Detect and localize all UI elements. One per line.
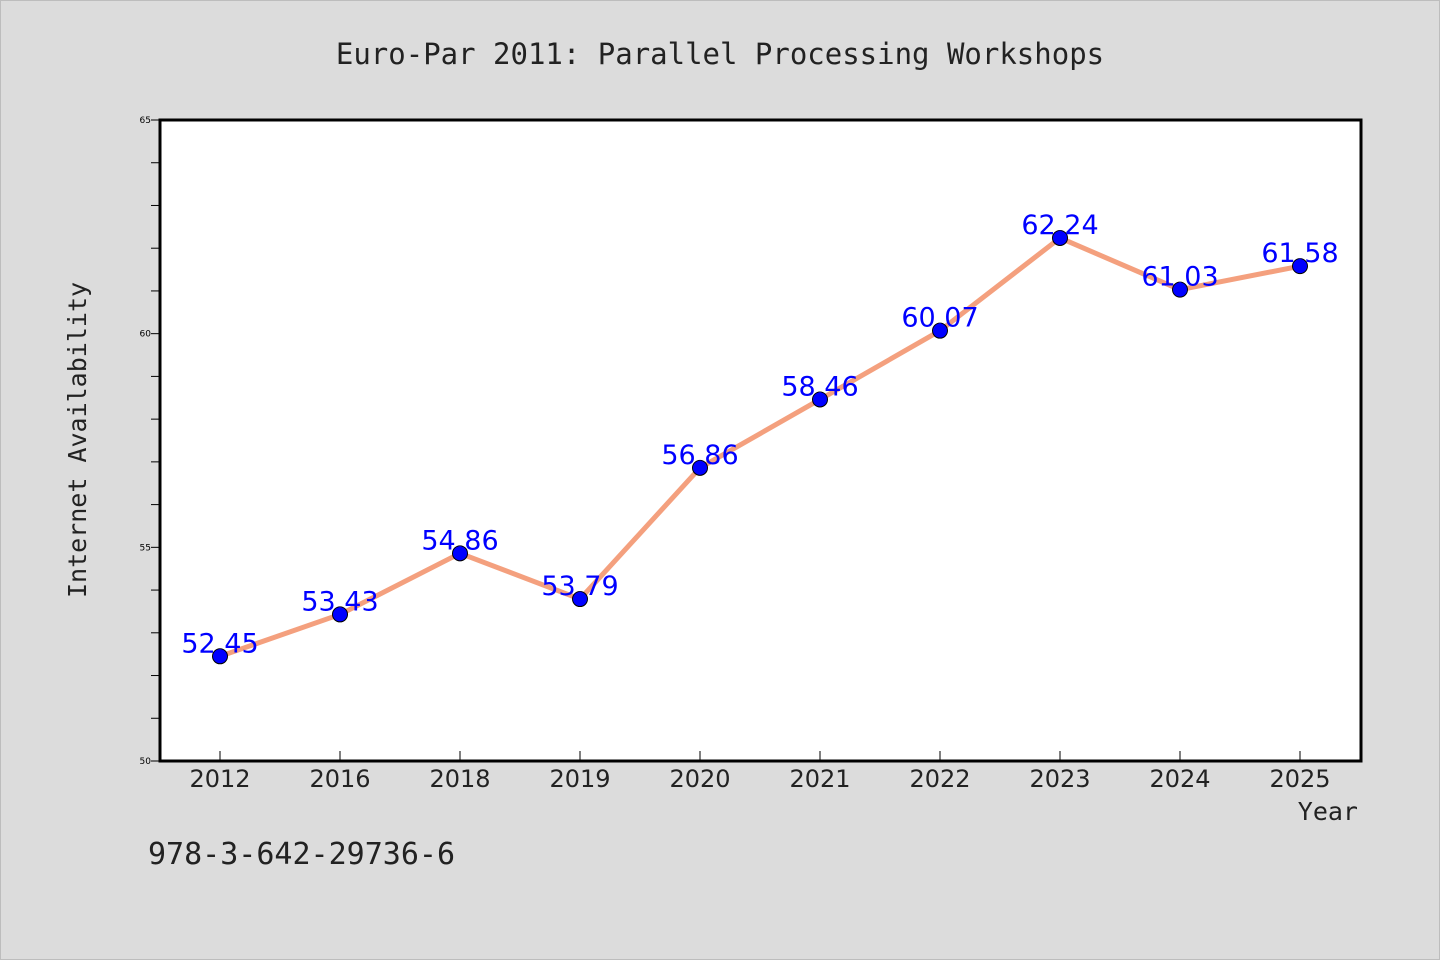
data-point	[1052, 229, 1068, 246]
y-tick-label: 55	[140, 543, 151, 553]
y-axis-label: Internet Availability	[63, 282, 92, 598]
plot-area	[158, 118, 1363, 763]
data-label: 62.24	[1021, 210, 1098, 241]
data-points	[212, 229, 1308, 665]
data-label: 61.58	[1261, 238, 1338, 269]
x-tick-label: 2016	[309, 765, 370, 793]
data-label: 58.46	[781, 371, 858, 402]
y-tick-label: 65	[140, 116, 151, 126]
data-point	[692, 459, 708, 476]
data-point	[1292, 258, 1308, 275]
data-label: 53.79	[541, 571, 618, 602]
data-point	[932, 322, 948, 339]
x-axis: 2012 2016 2018 2019 2020 2021 2022 2023 2024 2025	[189, 751, 1331, 793]
x-axis-label: Year	[1298, 797, 1358, 826]
data-label: 61.03	[1141, 262, 1218, 293]
y-tick-label: 60	[140, 330, 152, 340]
data-label: 56.86	[661, 440, 738, 471]
x-tick-label: 2024	[1149, 765, 1210, 793]
data-labels: 52.45 53.43 54.86 53.79 56.86 58.46 60.07 62.24…	[181, 210, 1338, 659]
x-tick-label: 2021	[789, 765, 850, 793]
data-label: 54.86	[421, 525, 498, 556]
data-label: 60.07	[901, 303, 978, 334]
chart-title: Euro-Par 2011: Parallel Processing Works…	[336, 37, 1104, 71]
data-point	[452, 545, 468, 562]
y-axis: 50 55 60 65	[140, 116, 160, 767]
data-label: 52.45	[181, 628, 258, 659]
data-point	[1172, 281, 1188, 298]
x-tick-label: 2022	[909, 765, 970, 793]
data-label: 53.43	[301, 586, 378, 617]
x-tick-label: 2020	[669, 765, 730, 793]
series-line	[219, 235, 1301, 659]
footer-note: 978-3-642-29736-6	[148, 837, 455, 872]
data-point	[812, 391, 828, 408]
data-point	[332, 606, 348, 623]
x-tick-label: 2018	[429, 765, 490, 793]
y-tick-label: 50	[140, 757, 152, 767]
x-tick-label: 2023	[1029, 765, 1090, 793]
data-point	[212, 648, 228, 665]
x-tick-label: 2025	[1269, 765, 1330, 793]
x-tick-label: 2019	[549, 765, 610, 793]
x-tick-label: 2012	[189, 765, 250, 793]
data-point	[572, 591, 588, 608]
